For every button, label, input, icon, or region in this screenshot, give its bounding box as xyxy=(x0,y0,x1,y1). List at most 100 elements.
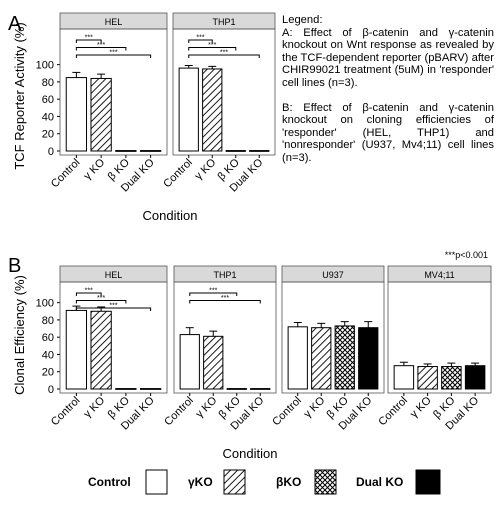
significance-bracket xyxy=(75,300,127,304)
bar xyxy=(65,77,88,152)
bar xyxy=(250,388,271,390)
legend-text-b: B: Effect of β-catenin and γ-catenin kno… xyxy=(282,101,494,164)
y-tick-label: 40 xyxy=(42,349,54,361)
fill-legend-label-gamma-ko: γKO xyxy=(188,475,213,489)
fill-legend-swatch-beta-ko xyxy=(314,469,337,495)
facet-frame xyxy=(387,281,492,394)
significance-bracket xyxy=(188,39,213,43)
fill-legend-label-dual-ko: Dual KO xyxy=(356,475,403,489)
panel-b-letter: B xyxy=(8,255,21,277)
fill-legend-swatch-control xyxy=(145,469,168,495)
bar xyxy=(311,327,332,390)
x-tick-label: Control xyxy=(49,157,83,191)
bar xyxy=(115,150,137,152)
bar xyxy=(249,150,270,152)
y-tick-label: 100 xyxy=(36,60,54,72)
significance-bracket xyxy=(188,47,237,51)
fill-legend-swatch-gamma-ko xyxy=(223,469,246,495)
facet-frame xyxy=(59,28,168,156)
facet-frame xyxy=(173,281,277,394)
y-tick-label: 100 xyxy=(36,298,54,310)
significance-bracket xyxy=(189,292,238,296)
facet-strip-label: U937 xyxy=(322,270,344,280)
x-tick-label: γ KO xyxy=(408,394,434,420)
significance-label: *** xyxy=(220,50,228,57)
legend-text-a: A: Effect of β-catenin and γ-catenin kno… xyxy=(282,26,494,89)
x-tick-label: γ KO xyxy=(81,394,107,420)
bar xyxy=(225,150,246,152)
fill-legend: Control γKO βKO Dual KO xyxy=(88,469,441,495)
x-tick-label: γ KO xyxy=(81,156,107,182)
significance-label: *** xyxy=(109,50,117,57)
bar xyxy=(417,366,438,390)
facet-strip-label: THP1 xyxy=(213,270,236,280)
bar xyxy=(464,365,486,390)
x-tick-label: Control xyxy=(270,395,304,429)
facet-frame xyxy=(172,28,276,156)
bar xyxy=(393,365,415,390)
x-tick-label: Control xyxy=(161,157,195,191)
significance-bracket xyxy=(75,307,152,311)
y-tick-label: 40 xyxy=(42,111,54,123)
significance-bracket xyxy=(75,47,127,51)
bar xyxy=(90,310,112,390)
bar xyxy=(287,326,308,390)
facet-frame xyxy=(281,281,385,394)
fill-legend-label-beta-ko: βKO xyxy=(276,475,301,489)
facet-frame xyxy=(59,281,168,394)
y-tick-label: 60 xyxy=(42,332,54,344)
x-tick-label: Control xyxy=(49,395,83,429)
x-tick-label: γ KO xyxy=(302,394,328,420)
bar xyxy=(179,334,200,390)
legend-title: Legend: xyxy=(282,14,323,26)
y-tick-label: 20 xyxy=(42,367,54,379)
y-tick-label: 60 xyxy=(42,94,54,106)
fill-legend-label-control: Control xyxy=(88,475,131,489)
significance-label: *** xyxy=(109,303,117,310)
bar xyxy=(65,309,88,390)
facet-strip-label: MV4;11 xyxy=(424,270,454,280)
y-axis-label-a: TCF Reporter Activity (%) xyxy=(12,22,27,169)
y-tick-label: 20 xyxy=(42,129,54,141)
bar xyxy=(139,150,162,152)
bar xyxy=(139,388,162,390)
x-tick-label: Control xyxy=(162,395,196,429)
significance-bracket xyxy=(189,300,261,304)
significance-label: *** xyxy=(209,288,217,295)
x-axis-label-b: Condition xyxy=(223,446,278,461)
y-tick-label: 0 xyxy=(48,146,54,158)
x-axis-label-a: Condition xyxy=(143,208,198,223)
bar xyxy=(226,388,247,390)
legend-text: Legend: A: Effect of β-catenin and γ-cat… xyxy=(282,14,494,177)
facet-strip-label: HEL xyxy=(105,270,123,280)
significance-label: *** xyxy=(85,35,93,42)
y-tick-label: 0 xyxy=(48,384,54,396)
bar xyxy=(441,366,462,390)
facet-strip-label: HEL xyxy=(105,17,123,27)
y-tick-label: 80 xyxy=(42,315,54,327)
significance-label: *** xyxy=(208,42,216,49)
facet-strip-label: THP1 xyxy=(212,17,235,27)
significance-bracket xyxy=(75,292,102,296)
y-axis-label-b: Clonal Efficiency (%) xyxy=(12,275,27,395)
x-tick-label: γ KO xyxy=(194,394,220,420)
bar xyxy=(115,388,137,390)
bar xyxy=(358,327,379,390)
significance-label: *** xyxy=(221,295,229,302)
panel-a-letter: A xyxy=(8,13,22,35)
bar xyxy=(334,325,355,390)
bar xyxy=(90,77,112,152)
significance-bracket xyxy=(75,39,102,43)
significance-label: *** xyxy=(85,288,93,295)
significance-label: *** xyxy=(97,42,105,49)
significance-label: *** xyxy=(196,35,204,42)
